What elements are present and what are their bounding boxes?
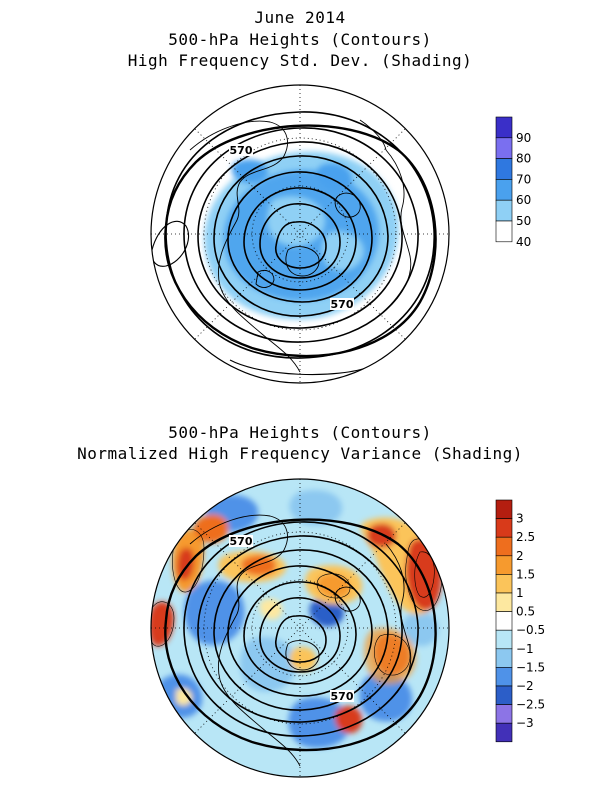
bottom-colorbar-swatch xyxy=(495,667,513,687)
bottom-colorbar-swatch xyxy=(495,592,513,612)
bottom-colorbar-label: −1 xyxy=(516,642,534,656)
top-title-line-2: 500-hPa Heights (Contours) xyxy=(168,30,432,49)
bottom-colorbar-label: −2.5 xyxy=(516,698,545,712)
top-contour-label-2: 570 xyxy=(331,298,354,311)
bottom-colorbar-label: −1.5 xyxy=(516,660,545,674)
top-title-line-1: June 2014 xyxy=(254,8,346,27)
bottom-colorbar-label: 1 xyxy=(516,586,524,600)
top-shading xyxy=(151,85,449,383)
bottom-colorbar: 3 2.5 2 1.5 1 0.5 −0.5 −1 −1.5 −2 −2.5 −3 xyxy=(495,499,545,743)
top-colorbar-label: 70 xyxy=(516,172,531,186)
bottom-colorbar-swatch xyxy=(495,629,513,650)
bottom-colorbar-label: −2 xyxy=(516,679,534,693)
top-colorbar-swatch xyxy=(495,179,513,201)
bottom-polar-map: 570 570 xyxy=(150,478,450,778)
bottom-colorbar-swatch xyxy=(495,574,513,594)
top-colorbar-swatch xyxy=(495,158,513,180)
bottom-colorbar-label: 2.5 xyxy=(516,530,535,544)
bottom-colorbar-swatch xyxy=(495,499,513,519)
top-colorbar-label: 80 xyxy=(516,152,531,166)
top-map-border xyxy=(150,84,450,384)
bottom-colorbar-swatch xyxy=(495,722,513,743)
top-colorbar: 90 80 70 60 50 40 xyxy=(495,116,531,249)
bottom-map-border xyxy=(150,478,450,778)
bottom-colorbar-label: 1.5 xyxy=(516,567,535,581)
top-colorbar-swatch xyxy=(495,220,513,243)
bottom-colorbar-label: 3 xyxy=(516,512,524,526)
top-contour-label-1: 570 xyxy=(230,144,253,157)
top-colorbar-label: 50 xyxy=(516,214,531,228)
top-colorbar-label: 40 xyxy=(516,235,531,249)
bottom-colorbar-label: 0.5 xyxy=(516,605,535,619)
bottom-colorbar-swatch xyxy=(495,648,513,668)
bottom-title-line-2: Normalized High Frequency Variance (Shad… xyxy=(77,444,523,463)
bottom-shading xyxy=(151,479,449,777)
bottom-colorbar-label: −3 xyxy=(516,716,534,730)
bottom-colorbar-swatch xyxy=(495,685,513,705)
bottom-contour-label-2: 570 xyxy=(331,690,354,703)
bottom-colorbar-label: 2 xyxy=(516,549,524,563)
top-title-line-3: High Frequency Std. Dev. (Shading) xyxy=(127,51,473,70)
bottom-colorbar-label: −0.5 xyxy=(516,623,545,637)
bottom-colorbar-swatch xyxy=(495,518,513,538)
bottom-colorbar-swatch xyxy=(495,611,513,631)
bottom-colorbar-swatch xyxy=(495,704,513,724)
top-colorbar-swatch xyxy=(495,199,513,222)
top-colorbar-swatch xyxy=(495,116,513,139)
top-colorbar-swatch xyxy=(495,137,513,159)
bottom-contour-label-1: 570 xyxy=(230,535,253,548)
bottom-colorbar-swatch xyxy=(495,555,513,575)
top-colorbar-label: 90 xyxy=(516,131,531,145)
bottom-colorbar-swatch xyxy=(495,536,513,557)
top-polar-map: 570 570 xyxy=(150,84,450,384)
top-colorbar-label: 60 xyxy=(516,193,531,207)
bottom-title-line-1: 500-hPa Heights (Contours) xyxy=(168,423,432,442)
